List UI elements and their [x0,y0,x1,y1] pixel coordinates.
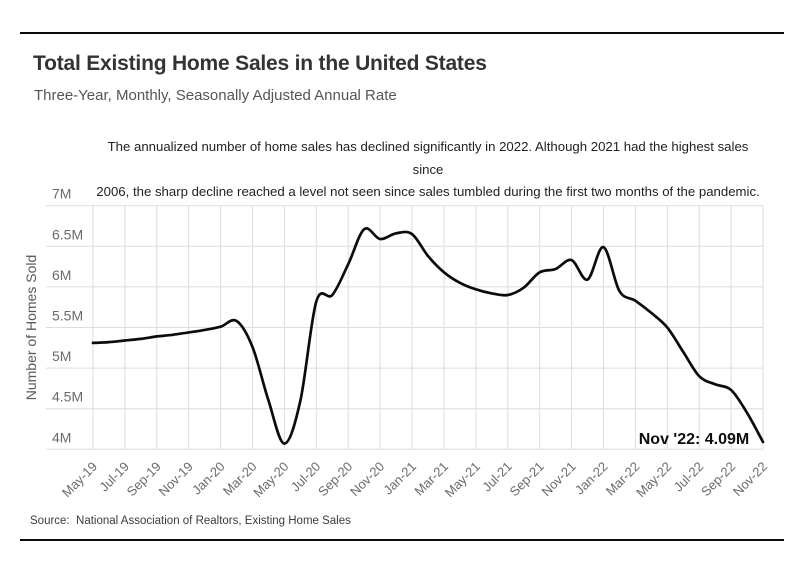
sales-line [91,227,765,445]
x-tick-label: Jan-21 [380,459,419,498]
x-tick-label: Sep-19 [124,459,164,499]
y-tick-label: 5M [52,348,71,364]
x-tick-label: May-20 [250,459,291,500]
top-rule [20,32,784,34]
x-tick-label: Nov-21 [538,459,578,499]
y-tick-label: 4.5M [52,389,83,405]
end-value-label: Nov '22: 4.09M [639,431,750,448]
x-tick-label: May-22 [633,459,674,500]
annotation-line-1: The annualized number of home sales has … [107,139,749,177]
bottom-rule [20,539,784,541]
x-tick-label: Sep-21 [507,459,547,499]
y-tick-labels: 7M 6.5M 6M 5.5M 5M 4.5M 4M [52,186,83,446]
source-note: Source: National Association of Realtors… [30,515,351,527]
y-gridlines [46,205,763,450]
chart-annotation: The annualized number of home sales has … [93,136,763,204]
page-title: Total Existing Home Sales in the United … [33,52,487,75]
chart-canvas: 7M 6.5M 6M 5.5M 5M 4.5M 4M May-19Jul-19Sep-19No… [23,186,770,500]
y-tick-label: 7M [52,186,71,202]
x-tick-label: Sep-20 [315,459,355,499]
x-tick-label: May-19 [59,459,100,500]
x-tick-label: Jan-22 [572,459,611,498]
annotation-line-2: 2006, the sharp decline reached a level … [96,184,760,199]
y-tick-label: 6M [52,267,71,283]
y-axis-title: Number of Homes Sold [23,255,39,401]
page-subtitle: Three-Year, Monthly, Seasonally Adjusted… [34,87,397,104]
x-tick-label: Nov-20 [347,459,387,499]
y-tick-label: 6.5M [52,226,83,242]
y-tick-label: 4M [52,429,71,445]
x-tick-label: Jan-20 [189,459,228,498]
x-tick-label: Nov-19 [156,459,196,499]
x-tick-label: Sep-22 [698,459,738,499]
x-tick-label: May-21 [442,459,483,500]
y-tick-label: 5.5M [52,308,83,324]
x-tick-label: Nov-22 [730,459,770,499]
x-tick-labels: May-19Jul-19Sep-19Nov-19Jan-20Mar-20May-… [59,459,770,500]
